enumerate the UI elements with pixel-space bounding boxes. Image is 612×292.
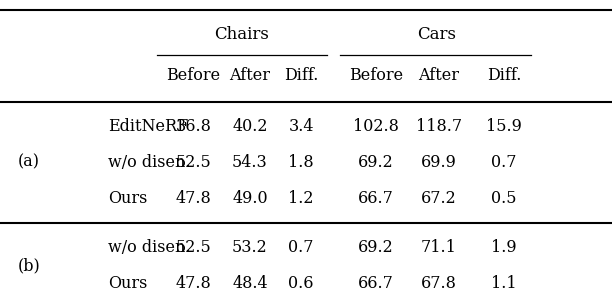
Text: 69.9: 69.9 <box>421 154 457 171</box>
Text: After: After <box>419 67 460 84</box>
Text: 66.7: 66.7 <box>358 190 394 206</box>
Text: 0.6: 0.6 <box>288 275 314 292</box>
Text: 67.8: 67.8 <box>421 275 457 292</box>
Text: 52.5: 52.5 <box>176 239 211 256</box>
Text: 3.4: 3.4 <box>288 118 314 135</box>
Text: w/o disen.: w/o disen. <box>108 239 190 256</box>
Text: EditNeRF: EditNeRF <box>108 118 188 135</box>
Text: 1.2: 1.2 <box>288 190 314 206</box>
Text: 52.5: 52.5 <box>176 154 211 171</box>
Text: (a): (a) <box>18 154 40 171</box>
Text: 66.7: 66.7 <box>358 275 394 292</box>
Text: 69.2: 69.2 <box>358 239 394 256</box>
Text: 15.9: 15.9 <box>486 118 522 135</box>
Text: 54.3: 54.3 <box>232 154 268 171</box>
Text: 118.7: 118.7 <box>416 118 462 135</box>
Text: Ours: Ours <box>108 190 147 206</box>
Text: Ours: Ours <box>108 275 147 292</box>
Text: After: After <box>230 67 271 84</box>
Text: Before: Before <box>166 67 220 84</box>
Text: Chairs: Chairs <box>215 26 269 43</box>
Text: (b): (b) <box>17 257 40 274</box>
Text: 0.5: 0.5 <box>491 190 517 206</box>
Text: 1.8: 1.8 <box>288 154 314 171</box>
Text: 1.1: 1.1 <box>491 275 517 292</box>
Text: 69.2: 69.2 <box>358 154 394 171</box>
Text: Diff.: Diff. <box>487 67 521 84</box>
Text: Before: Before <box>349 67 403 84</box>
Text: 0.7: 0.7 <box>491 154 517 171</box>
Text: 0.7: 0.7 <box>288 239 314 256</box>
Text: 49.0: 49.0 <box>232 190 268 206</box>
Text: 36.8: 36.8 <box>176 118 211 135</box>
Text: 48.4: 48.4 <box>232 275 268 292</box>
Text: 1.9: 1.9 <box>491 239 517 256</box>
Text: 47.8: 47.8 <box>176 275 211 292</box>
Text: w/o disen.: w/o disen. <box>108 154 190 171</box>
Text: Diff.: Diff. <box>284 67 318 84</box>
Text: 71.1: 71.1 <box>421 239 457 256</box>
Text: 40.2: 40.2 <box>232 118 267 135</box>
Text: 67.2: 67.2 <box>421 190 457 206</box>
Text: 102.8: 102.8 <box>353 118 399 135</box>
Text: 53.2: 53.2 <box>232 239 268 256</box>
Text: 47.8: 47.8 <box>176 190 211 206</box>
Text: Cars: Cars <box>417 26 457 43</box>
